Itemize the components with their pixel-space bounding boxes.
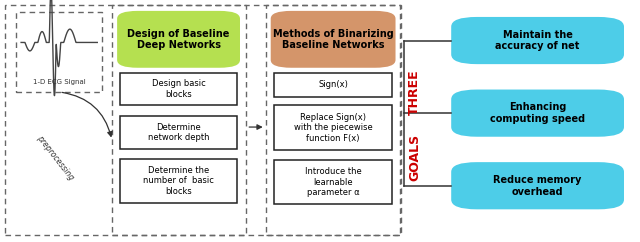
- FancyBboxPatch shape: [451, 17, 624, 64]
- FancyBboxPatch shape: [451, 90, 624, 137]
- Text: Introduce the
learnable
parameter α: Introduce the learnable parameter α: [305, 167, 362, 197]
- Text: Methods of Binarizing
Baseline Networks: Methods of Binarizing Baseline Networks: [273, 29, 394, 50]
- FancyBboxPatch shape: [274, 160, 392, 204]
- Text: GOALS: GOALS: [408, 134, 421, 181]
- Text: Enhancing
computing speed: Enhancing computing speed: [490, 102, 585, 124]
- FancyBboxPatch shape: [120, 73, 237, 105]
- Text: Reduce memory
overhead: Reduce memory overhead: [493, 175, 582, 197]
- FancyBboxPatch shape: [451, 162, 624, 209]
- Text: preprocessing: preprocessing: [35, 133, 76, 182]
- FancyBboxPatch shape: [271, 11, 396, 68]
- Text: Determine
network depth: Determine network depth: [148, 123, 209, 142]
- FancyBboxPatch shape: [274, 73, 392, 97]
- Text: Determine the
number of  basic
blocks: Determine the number of basic blocks: [143, 166, 214, 196]
- FancyBboxPatch shape: [274, 105, 392, 150]
- Text: Design basic
blocks: Design basic blocks: [152, 79, 205, 99]
- FancyBboxPatch shape: [120, 159, 237, 203]
- Text: Replace Sign(x)
with the piecewise
function F(x): Replace Sign(x) with the piecewise funct…: [294, 113, 372, 143]
- Text: Maintain the
accuracy of net: Maintain the accuracy of net: [495, 30, 580, 51]
- FancyBboxPatch shape: [120, 116, 237, 149]
- Text: Sign(x): Sign(x): [318, 80, 348, 89]
- FancyBboxPatch shape: [117, 11, 240, 68]
- Text: THREE: THREE: [408, 69, 421, 115]
- Text: 1-D ECG Signal: 1-D ECG Signal: [33, 79, 86, 85]
- FancyArrowPatch shape: [62, 92, 112, 136]
- Text: Design of Baseline
Deep Networks: Design of Baseline Deep Networks: [127, 29, 230, 50]
